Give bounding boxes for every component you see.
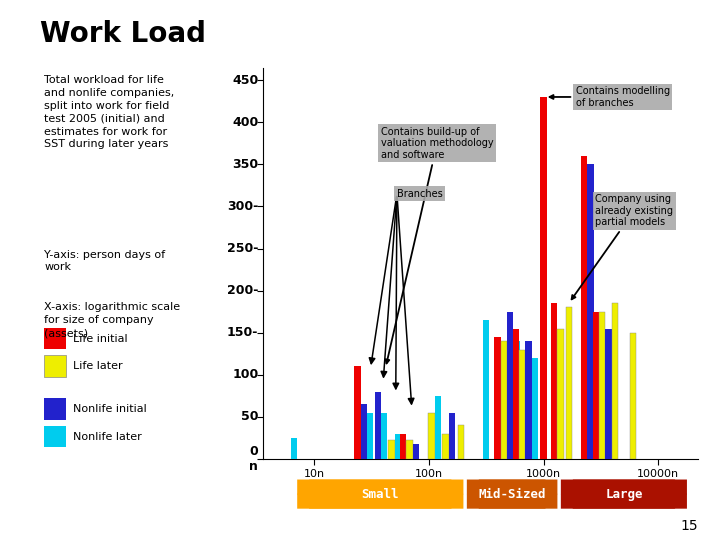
Bar: [374, 392, 381, 459]
Text: 200-: 200-: [227, 284, 258, 297]
Bar: [435, 396, 441, 459]
Text: Mid-Sized: Mid-Sized: [478, 488, 546, 501]
Bar: [593, 312, 599, 459]
Text: 0
n: 0 n: [249, 445, 258, 473]
Bar: [513, 341, 520, 459]
Bar: [519, 349, 526, 459]
Bar: [366, 413, 373, 459]
Bar: [588, 164, 593, 459]
Bar: [458, 426, 464, 459]
Bar: [507, 312, 513, 459]
FancyArrow shape: [561, 480, 687, 509]
Text: 300-: 300-: [227, 200, 258, 213]
Text: Contains modelling
of branches: Contains modelling of branches: [549, 86, 670, 108]
Text: Contains build-up of
valuation methodology
and software: Contains build-up of valuation methodolo…: [381, 127, 493, 363]
Bar: [630, 333, 636, 459]
Bar: [513, 328, 519, 459]
Bar: [483, 320, 490, 459]
Bar: [406, 441, 413, 459]
Bar: [551, 303, 557, 459]
Text: 100: 100: [232, 368, 258, 381]
Bar: [606, 328, 611, 459]
Text: Company using
already existing
partial models: Company using already existing partial m…: [572, 194, 673, 299]
Bar: [291, 438, 297, 459]
Bar: [381, 413, 387, 459]
Bar: [449, 413, 455, 459]
Bar: [495, 337, 500, 459]
Bar: [566, 307, 572, 459]
Bar: [354, 366, 361, 459]
Text: X-axis: logarithmic scale
for size of company
(assets): X-axis: logarithmic scale for size of co…: [44, 302, 180, 338]
Bar: [44, 355, 66, 377]
Bar: [611, 303, 618, 459]
Bar: [44, 328, 66, 349]
Text: Life initial: Life initial: [73, 334, 127, 344]
Text: Work Load: Work Load: [40, 20, 206, 48]
Text: Y-axis: person days of
work: Y-axis: person days of work: [44, 249, 165, 272]
Text: Life later: Life later: [73, 361, 122, 371]
Text: Nonlife initial: Nonlife initial: [73, 404, 147, 414]
Text: Total workload for life
and nonlife companies,
split into work for field
test 20: Total workload for life and nonlife comp…: [44, 75, 174, 150]
Bar: [557, 328, 564, 459]
Text: 400: 400: [232, 116, 258, 129]
Bar: [388, 441, 395, 459]
FancyArrow shape: [297, 480, 464, 509]
Bar: [531, 358, 538, 459]
FancyArrow shape: [561, 480, 687, 509]
FancyArrow shape: [467, 480, 557, 509]
Bar: [400, 434, 406, 459]
Bar: [361, 404, 366, 459]
Text: 450: 450: [232, 73, 258, 86]
Text: Branches: Branches: [397, 189, 443, 199]
Text: Large: Large: [605, 488, 643, 501]
Bar: [599, 312, 606, 459]
Text: Small: Small: [361, 488, 399, 501]
FancyArrow shape: [467, 480, 557, 509]
Bar: [541, 97, 546, 459]
Bar: [44, 426, 66, 447]
Bar: [395, 434, 401, 459]
Bar: [413, 444, 419, 459]
Bar: [526, 341, 531, 459]
Bar: [442, 434, 449, 459]
Text: 350: 350: [233, 158, 258, 171]
Text: 15: 15: [681, 519, 698, 534]
Text: 250-: 250-: [227, 242, 258, 255]
Text: Nonlife later: Nonlife later: [73, 431, 142, 442]
Bar: [44, 399, 66, 420]
FancyArrow shape: [297, 480, 464, 509]
Bar: [581, 156, 588, 459]
Bar: [428, 413, 435, 459]
Text: 150-: 150-: [227, 326, 258, 339]
Text: 50: 50: [240, 410, 258, 423]
Bar: [500, 341, 507, 459]
